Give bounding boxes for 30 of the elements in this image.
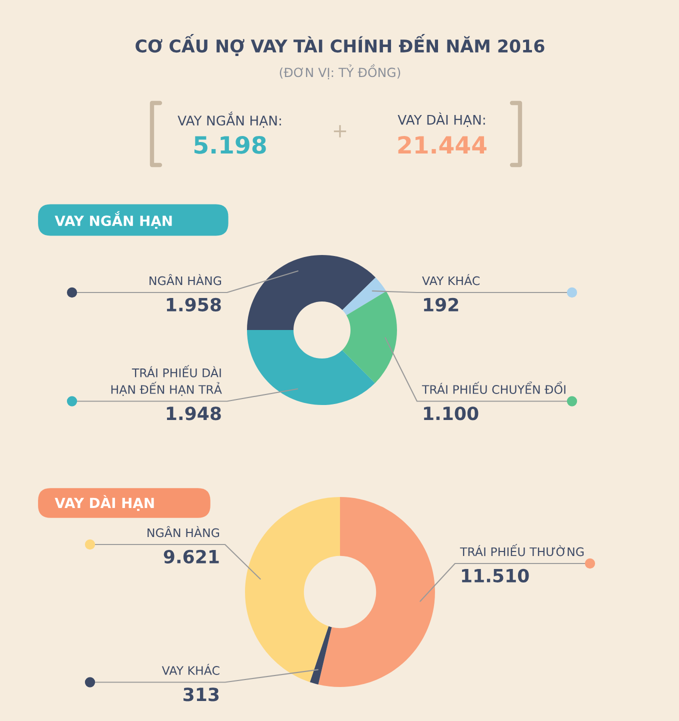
text: 21.444 bbox=[398, 136, 486, 154]
slice-label: TRÁI PHIẾU THƯỜNG bbox=[460, 544, 584, 556]
text: CƠ CẤU NỢ VAY TÀI CHÍNH ĐẾN NĂM 2016 bbox=[136, 34, 544, 56]
data-label: 9.621 bbox=[164, 550, 219, 564]
data-label: 192 bbox=[424, 298, 458, 312]
donut-slice bbox=[310, 626, 332, 684]
donut-slice bbox=[318, 497, 435, 687]
data-label: 1.958 bbox=[166, 298, 221, 312]
data-label: 1.100 bbox=[424, 406, 478, 420]
data-label: 1.948 bbox=[166, 406, 221, 420]
text: (ĐƠN VỊ: TỶ ĐỒNG) bbox=[280, 64, 400, 80]
text: + bbox=[334, 125, 346, 138]
slice-label: TRÁI PHIẾU DÀI HẠN ĐẾN HẠN TRẢ bbox=[111, 365, 222, 396]
chart-title: VAY NGẮN HẠN bbox=[54, 211, 172, 229]
donut-slice bbox=[342, 291, 397, 384]
text: VAY NGẮN HẠN: bbox=[178, 112, 281, 128]
data-label: 11.510 bbox=[462, 568, 529, 582]
donut-slice bbox=[342, 278, 386, 316]
slice-label: NGÂN HÀNG bbox=[150, 274, 222, 286]
slice-label: TRÁI PHIẾU CHUYỂN ĐỔI bbox=[422, 382, 566, 394]
slice-label: VAY KHÁC bbox=[162, 664, 220, 675]
donut-slice bbox=[247, 255, 376, 330]
text: VAY DÀI HẠN: bbox=[398, 112, 485, 127]
chart-title: VAY DÀI HẠN bbox=[54, 495, 154, 511]
donut-slice bbox=[247, 330, 375, 405]
data-label: 313 bbox=[184, 688, 219, 702]
donut-slice bbox=[245, 497, 340, 682]
text: 5.198 bbox=[194, 136, 266, 154]
slice-label: NGÂN HÀNG bbox=[148, 526, 220, 538]
slice-label: VAY KHÁC bbox=[422, 274, 480, 286]
